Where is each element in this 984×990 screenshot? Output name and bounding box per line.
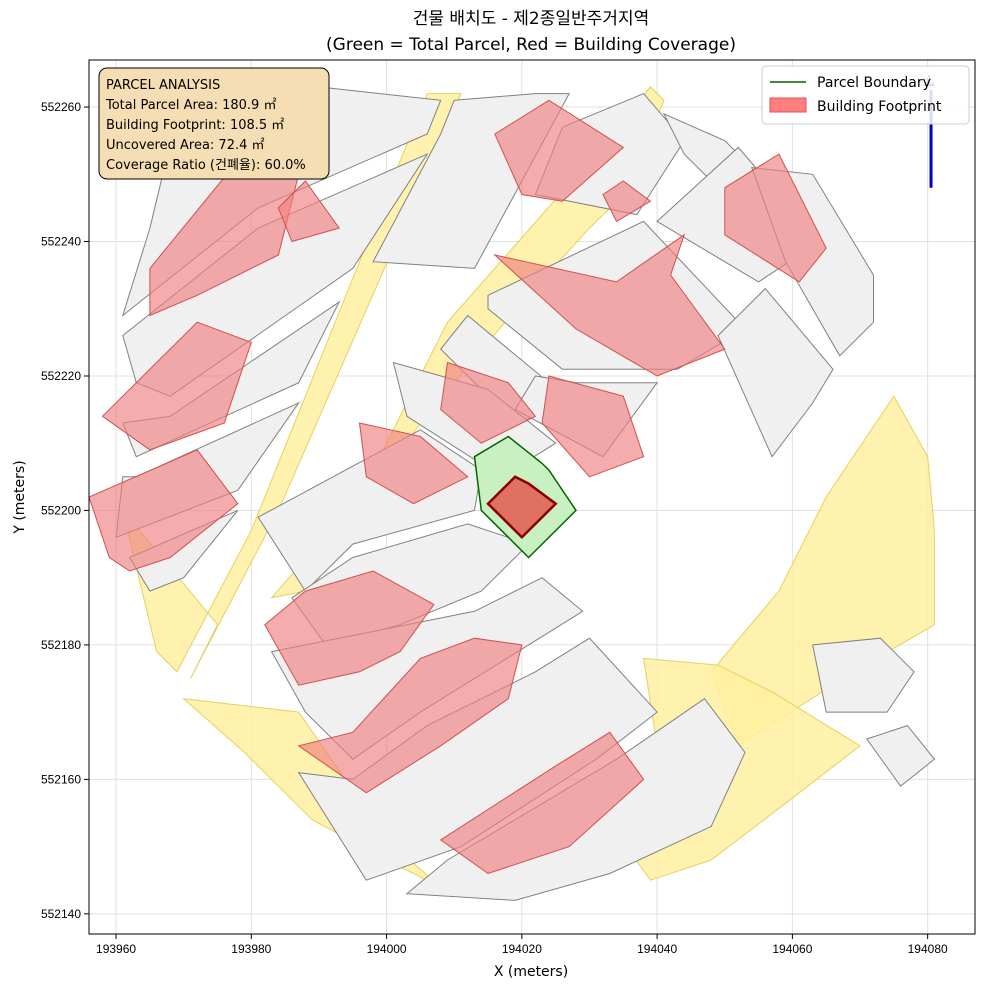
x-tick-label: 194040 bbox=[637, 942, 677, 956]
building-footprint bbox=[297, 637, 523, 794]
plot-area: 193960 193980 194000 194020 194040 194060 1940… bbox=[41, 59, 976, 956]
legend-parcel-label: Parcel Boundary bbox=[817, 75, 931, 91]
chart-subtitle: (Green = Total Parcel, Red = Building Co… bbox=[326, 35, 736, 55]
map-layers bbox=[89, 86, 936, 901]
legend-building-swatch bbox=[769, 97, 807, 113]
x-tick-label: 194080 bbox=[908, 942, 948, 956]
legend-frame bbox=[761, 65, 970, 125]
y-axis-ticks: 552140 552160 552180 552200 552220 552240 5522… bbox=[41, 100, 89, 921]
building-footprint bbox=[541, 375, 645, 478]
info-line: Total Parcel Area: 180.9 ㎡ bbox=[105, 98, 276, 113]
parcel-analysis-box: PARCEL ANALYSIS Total Parcel Area: 180.9… bbox=[98, 67, 330, 180]
building-footprint bbox=[277, 180, 341, 243]
building-footprint bbox=[101, 321, 252, 451]
building-footprint bbox=[89, 449, 239, 572]
info-box-background bbox=[98, 67, 330, 180]
x-axis-ticks: 193960 193980 194000 194020 194040 194060 1940… bbox=[96, 934, 948, 956]
y-tick-label: 552160 bbox=[41, 772, 81, 786]
y-axis-label: Y (meters) bbox=[12, 460, 28, 534]
plot-frame bbox=[88, 59, 976, 935]
legend: Parcel Boundary Building Footprint bbox=[761, 65, 970, 125]
info-line: Uncovered Area: 72.4 ㎡ bbox=[106, 138, 265, 153]
target-parcel-layer bbox=[473, 435, 577, 559]
building-footprint bbox=[724, 153, 827, 283]
chart-title: 건물 배치도 - 제2종일반주거지역 bbox=[413, 9, 649, 29]
parcel-polygon bbox=[865, 725, 936, 787]
y-tick-label: 552260 bbox=[41, 100, 81, 114]
building-footprint bbox=[493, 233, 726, 377]
y-tick-label: 552220 bbox=[41, 369, 81, 383]
y-tick-label: 552140 bbox=[41, 907, 81, 921]
parcel-polygon bbox=[812, 637, 915, 713]
y-tick-label: 552200 bbox=[41, 503, 81, 517]
building-footprint bbox=[264, 570, 435, 686]
info-line: Building Footprint: 108.5 ㎡ bbox=[106, 118, 284, 133]
target-building-footprint bbox=[486, 475, 558, 540]
x-tick-label: 193980 bbox=[231, 942, 271, 956]
y-tick-label: 552180 bbox=[41, 638, 81, 652]
road-polygon bbox=[710, 395, 935, 747]
x-tick-label: 194000 bbox=[367, 942, 407, 956]
info-line: PARCEL ANALYSIS bbox=[106, 78, 220, 93]
building-footprint bbox=[439, 731, 645, 875]
road-polygon bbox=[122, 93, 462, 679]
x-axis-label: X (meters) bbox=[494, 964, 568, 980]
building-footprint bbox=[494, 99, 625, 202]
legend-building-label: Building Footprint bbox=[817, 99, 942, 115]
x-tick-label: 194020 bbox=[502, 942, 542, 956]
x-tick-label: 194060 bbox=[772, 942, 812, 956]
building-footprint bbox=[440, 361, 537, 444]
building-footprint bbox=[602, 180, 652, 223]
x-tick-label: 193960 bbox=[96, 942, 136, 956]
y-tick-label: 552240 bbox=[41, 235, 81, 249]
parcel-polygon bbox=[717, 287, 834, 458]
building-footprint bbox=[358, 422, 469, 505]
info-line: Coverage Ratio (건폐율): 60.0% bbox=[106, 158, 306, 173]
